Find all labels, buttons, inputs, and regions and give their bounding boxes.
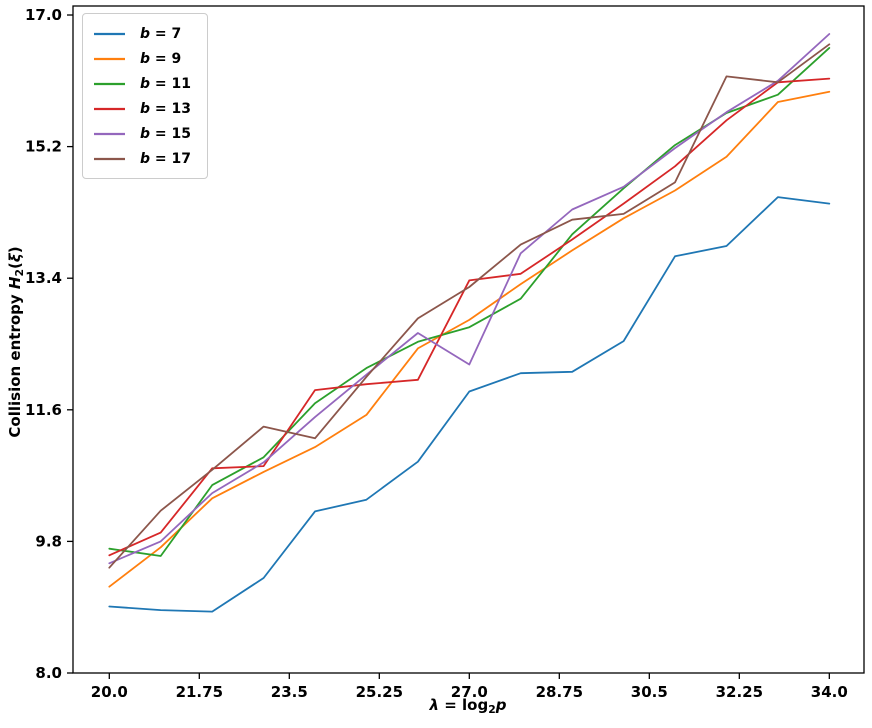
y-axis-label: Collision entropy H2(ξ) bbox=[6, 246, 26, 437]
y-axis-label-paren-close: ) bbox=[6, 246, 25, 254]
legend-item: b = 9 bbox=[93, 46, 191, 71]
legend-line-swatch bbox=[94, 157, 125, 160]
x-axis-label-arg: p bbox=[495, 696, 507, 715]
legend-item: b = 15 bbox=[93, 121, 191, 146]
data-line-b-17 bbox=[108, 43, 831, 569]
x-tick-label: 28.75 bbox=[536, 683, 583, 701]
data-line-b-15 bbox=[108, 33, 831, 565]
legend-label: b = 13 bbox=[140, 100, 191, 117]
x-axis-label: λ = log2p bbox=[430, 696, 507, 716]
legend-line-swatch bbox=[94, 82, 125, 85]
legend-item: b = 11 bbox=[93, 71, 191, 96]
x-tick-label: 20.0 bbox=[91, 683, 128, 701]
legend-label: b = 11 bbox=[140, 75, 191, 92]
x-tick-label: 27.0 bbox=[451, 683, 488, 701]
x-axis-label-var: λ bbox=[429, 696, 440, 715]
legend-line-swatch bbox=[94, 107, 125, 110]
plot-border bbox=[72, 5, 865, 674]
legend-line-swatch bbox=[94, 57, 125, 60]
legend-label: b = 9 bbox=[140, 50, 182, 67]
legend-line-swatch bbox=[94, 132, 125, 135]
legend-label: b = 7 bbox=[140, 25, 182, 42]
y-tick-label: 17.0 bbox=[25, 6, 62, 24]
x-tick-label: 23.5 bbox=[271, 683, 308, 701]
y-axis-label-sub: 2 bbox=[12, 269, 26, 277]
y-tick-label: 15.2 bbox=[25, 138, 62, 156]
legend-item: b = 7 bbox=[93, 21, 191, 46]
x-tick-label: 25.25 bbox=[356, 683, 403, 701]
x-tick-label: 32.25 bbox=[716, 683, 763, 701]
x-tick-label: 30.5 bbox=[631, 683, 668, 701]
x-axis-label-eq: = bbox=[439, 696, 463, 715]
legend-item: b = 17 bbox=[93, 146, 191, 171]
x-tick-label: 34.0 bbox=[811, 683, 848, 701]
legend: b = 7 b = 9 b = 11 b = 13 b = 15 b = 17 bbox=[82, 13, 208, 179]
y-axis-label-text: Collision entropy bbox=[6, 289, 25, 438]
y-axis-label-var: H bbox=[6, 276, 25, 290]
y-axis-label-paren-open: ( bbox=[6, 262, 25, 270]
legend-item: b = 13 bbox=[93, 96, 191, 121]
legend-line-swatch bbox=[94, 32, 125, 35]
x-tick-label: 21.75 bbox=[176, 683, 223, 701]
y-tick-label: 11.6 bbox=[25, 401, 62, 419]
data-line-b-9 bbox=[108, 90, 831, 588]
y-tick-label: 8.0 bbox=[35, 664, 62, 682]
data-line-b-7 bbox=[108, 196, 831, 613]
x-axis-label-func: log bbox=[462, 696, 489, 715]
y-tick-label: 13.4 bbox=[25, 269, 62, 287]
y-tick-label: 9.8 bbox=[35, 532, 62, 550]
legend-label: b = 17 bbox=[140, 150, 191, 167]
x-axis-label-sub: 2 bbox=[488, 702, 496, 716]
data-line-b-13 bbox=[108, 77, 831, 557]
y-axis-label-xi: ξ bbox=[6, 253, 25, 263]
legend-label: b = 15 bbox=[140, 125, 191, 142]
